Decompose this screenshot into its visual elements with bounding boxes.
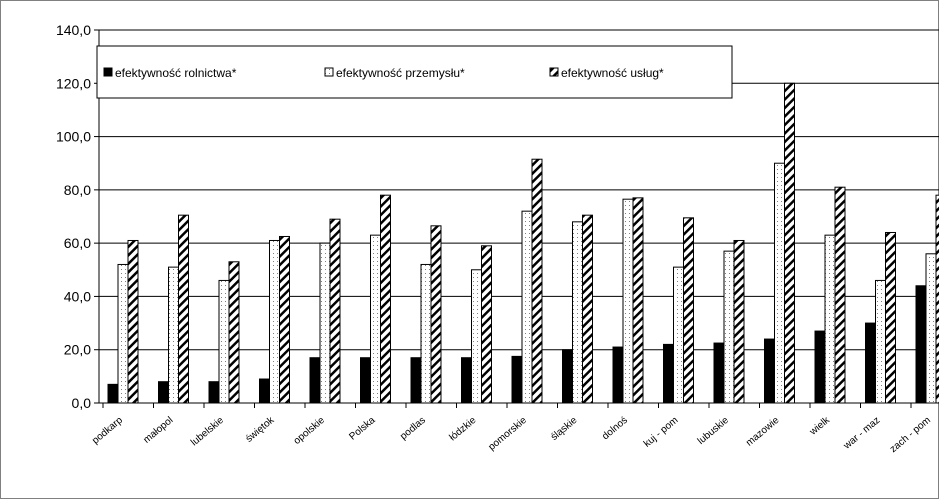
bar — [410, 357, 422, 404]
bar — [471, 269, 482, 404]
bar — [208, 381, 220, 404]
bar — [269, 239, 280, 404]
bar — [612, 346, 624, 404]
bar — [663, 343, 674, 404]
bar — [218, 279, 230, 404]
bar — [158, 381, 169, 404]
bar — [127, 239, 139, 404]
bar — [521, 210, 533, 404]
bar — [834, 186, 846, 404]
bar — [279, 235, 290, 404]
bar — [915, 285, 927, 404]
y-tick-label: 120,0 — [56, 75, 91, 91]
bar — [562, 349, 573, 404]
bar — [259, 378, 270, 404]
legend-swatch — [324, 67, 334, 77]
bar — [713, 342, 725, 404]
bar — [673, 266, 684, 404]
bar — [481, 245, 492, 404]
bar — [420, 263, 432, 404]
bar — [461, 357, 472, 404]
bar — [511, 355, 523, 404]
bar — [632, 197, 644, 404]
bar — [329, 218, 341, 404]
legend-swatch — [549, 67, 559, 77]
bar — [824, 234, 836, 404]
bars — [107, 82, 939, 404]
bar — [875, 279, 886, 404]
bar — [774, 162, 785, 404]
bar — [683, 217, 694, 404]
bar — [885, 231, 896, 404]
bar — [572, 221, 583, 404]
bar — [582, 214, 593, 404]
y-tick-label: 60,0 — [64, 235, 91, 251]
y-tick-label: 40,0 — [64, 288, 91, 304]
legend-label: efektywność przemysłu* — [336, 66, 465, 80]
legend-swatch — [103, 67, 113, 77]
bar — [764, 338, 775, 404]
bar — [935, 194, 939, 404]
bar — [228, 261, 240, 404]
y-tick-label: 0,0 — [72, 395, 92, 411]
bar — [319, 242, 331, 404]
bar — [168, 266, 179, 404]
bar — [107, 383, 119, 404]
bar — [370, 234, 381, 404]
bar — [622, 198, 634, 404]
bar — [865, 322, 876, 404]
y-tick-label: 20,0 — [64, 342, 91, 358]
y-tick-label: 80,0 — [64, 182, 91, 198]
legend-label: efektywność rolnictwa* — [115, 66, 237, 80]
y-tick-label: 100,0 — [56, 129, 91, 145]
bar — [531, 158, 543, 404]
bar — [360, 357, 371, 404]
bar — [380, 194, 391, 404]
bar — [723, 250, 735, 404]
legend-box — [96, 45, 733, 99]
bar — [178, 214, 189, 404]
y-tick-label: 140,0 — [56, 22, 91, 38]
legend: efektywność rolnictwa* efektywność przemy… — [96, 45, 733, 99]
bar — [309, 357, 321, 404]
y-axis: 0,0 20,0 40,0 60,0 80,0 100,0 120,0 140,0 — [56, 22, 939, 411]
bar — [925, 253, 937, 404]
bar — [430, 225, 442, 404]
legend-label: efektywność usług* — [561, 66, 664, 80]
bar — [733, 239, 745, 404]
bar — [784, 82, 795, 404]
bar — [117, 263, 129, 404]
bar — [814, 330, 826, 404]
